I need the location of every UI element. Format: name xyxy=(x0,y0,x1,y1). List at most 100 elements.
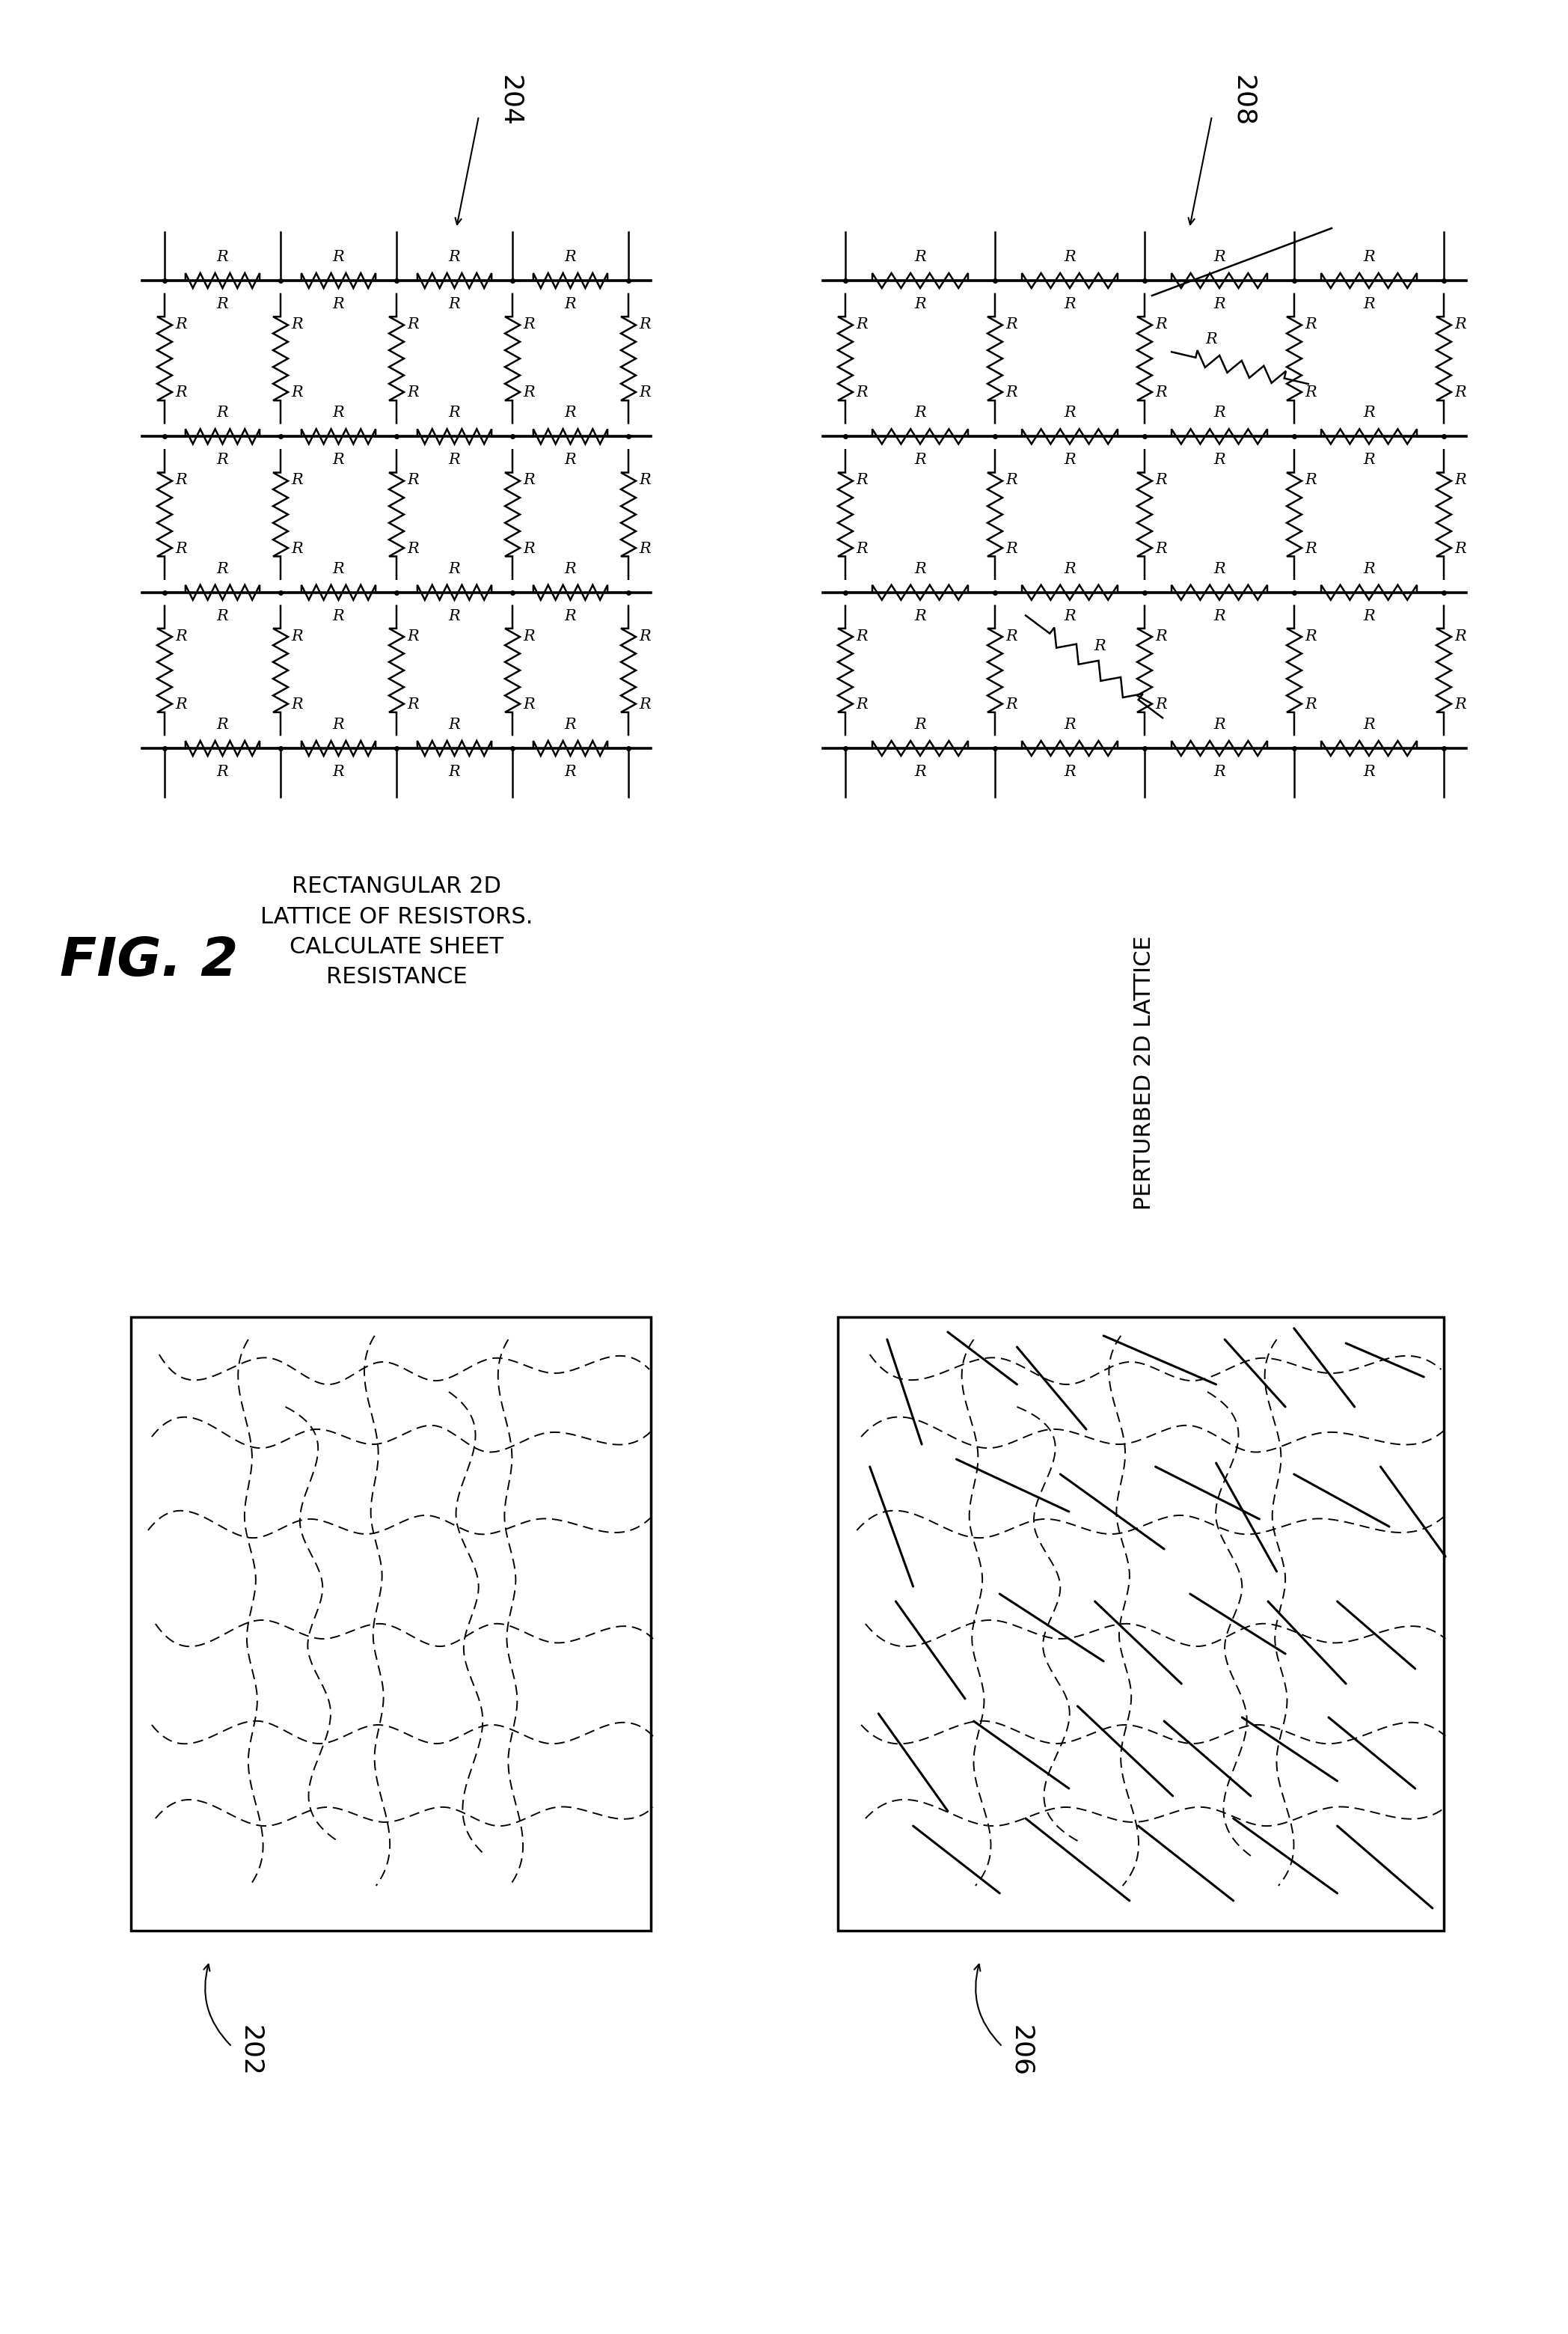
Text: R: R xyxy=(1005,698,1018,712)
Text: R: R xyxy=(448,717,461,733)
Text: R: R xyxy=(1005,541,1018,555)
Text: R: R xyxy=(856,628,867,644)
Text: R: R xyxy=(638,628,651,644)
Text: R: R xyxy=(1156,385,1167,399)
Text: R: R xyxy=(1214,609,1225,623)
Text: R: R xyxy=(176,317,187,331)
Text: R: R xyxy=(1363,453,1375,467)
Text: R: R xyxy=(1305,317,1317,331)
Text: R: R xyxy=(1005,385,1018,399)
Text: RECTANGULAR 2D
LATTICE OF RESISTORS.
CALCULATE SHEET
RESISTANCE: RECTANGULAR 2D LATTICE OF RESISTORS. CAL… xyxy=(260,875,533,987)
Text: R: R xyxy=(408,628,419,644)
Text: R: R xyxy=(1156,474,1167,488)
Text: R: R xyxy=(638,698,651,712)
Text: R: R xyxy=(332,406,345,420)
Text: R: R xyxy=(1214,766,1225,780)
Text: R: R xyxy=(914,250,927,264)
Text: R: R xyxy=(1094,640,1105,654)
Text: R: R xyxy=(1063,453,1076,467)
Text: 202: 202 xyxy=(238,2024,263,2077)
Text: R: R xyxy=(914,609,927,623)
Text: R: R xyxy=(176,698,187,712)
Text: R: R xyxy=(564,453,577,467)
Text: R: R xyxy=(448,609,461,623)
Text: R: R xyxy=(564,562,577,576)
Text: R: R xyxy=(216,766,229,780)
Text: R: R xyxy=(1454,474,1466,488)
Text: R: R xyxy=(332,250,345,264)
Text: R: R xyxy=(1363,406,1375,420)
Text: R: R xyxy=(292,541,303,555)
Text: R: R xyxy=(1363,296,1375,310)
Text: R: R xyxy=(332,453,345,467)
Text: R: R xyxy=(1305,628,1317,644)
Text: R: R xyxy=(856,385,867,399)
Text: R: R xyxy=(1214,453,1225,467)
Text: R: R xyxy=(1156,317,1167,331)
Text: R: R xyxy=(1454,385,1466,399)
Text: R: R xyxy=(408,474,419,488)
Text: R: R xyxy=(1454,541,1466,555)
Text: R: R xyxy=(564,296,577,310)
Text: R: R xyxy=(914,296,927,310)
Text: R: R xyxy=(1305,385,1317,399)
Text: 204: 204 xyxy=(497,75,522,126)
Text: R: R xyxy=(216,453,229,467)
Text: R: R xyxy=(292,474,303,488)
Text: R: R xyxy=(1156,541,1167,555)
Text: R: R xyxy=(564,766,577,780)
Text: R: R xyxy=(638,317,651,331)
Text: R: R xyxy=(1214,296,1225,310)
Text: R: R xyxy=(216,406,229,420)
Text: R: R xyxy=(914,562,927,576)
Text: R: R xyxy=(564,717,577,733)
Text: R: R xyxy=(292,698,303,712)
Text: R: R xyxy=(1454,698,1466,712)
Text: R: R xyxy=(448,406,461,420)
Text: R: R xyxy=(914,453,927,467)
Text: R: R xyxy=(1206,331,1217,345)
Text: R: R xyxy=(332,766,345,780)
Text: R: R xyxy=(638,541,651,555)
Text: R: R xyxy=(448,766,461,780)
Text: R: R xyxy=(408,698,419,712)
Text: R: R xyxy=(292,385,303,399)
Text: R: R xyxy=(448,296,461,310)
Text: R: R xyxy=(176,541,187,555)
Text: R: R xyxy=(216,609,229,623)
Text: R: R xyxy=(332,717,345,733)
Text: R: R xyxy=(1063,296,1076,310)
Text: R: R xyxy=(522,541,535,555)
Text: 206: 206 xyxy=(1008,2024,1033,2077)
Text: R: R xyxy=(914,406,927,420)
Text: FIG. 2: FIG. 2 xyxy=(60,936,238,987)
Text: R: R xyxy=(1454,317,1466,331)
Text: R: R xyxy=(1005,474,1018,488)
Text: R: R xyxy=(1063,609,1076,623)
Text: R: R xyxy=(448,250,461,264)
Text: R: R xyxy=(1214,250,1225,264)
Text: R: R xyxy=(448,562,461,576)
Text: R: R xyxy=(408,541,419,555)
Text: R: R xyxy=(176,385,187,399)
Text: R: R xyxy=(216,717,229,733)
Text: R: R xyxy=(856,698,867,712)
Text: R: R xyxy=(1156,698,1167,712)
Text: R: R xyxy=(914,717,927,733)
Text: R: R xyxy=(522,474,535,488)
Text: R: R xyxy=(856,541,867,555)
Text: R: R xyxy=(1005,628,1018,644)
Text: R: R xyxy=(1063,717,1076,733)
Text: R: R xyxy=(1214,562,1225,576)
Text: R: R xyxy=(1063,406,1076,420)
Text: R: R xyxy=(1005,317,1018,331)
Text: R: R xyxy=(448,453,461,467)
Text: R: R xyxy=(216,296,229,310)
Text: R: R xyxy=(1363,609,1375,623)
Text: R: R xyxy=(1214,406,1225,420)
Text: PERTURBED 2D LATTICE: PERTURBED 2D LATTICE xyxy=(1134,936,1156,1209)
Text: R: R xyxy=(408,385,419,399)
Text: R: R xyxy=(1454,628,1466,644)
Text: R: R xyxy=(638,474,651,488)
Text: R: R xyxy=(1363,717,1375,733)
